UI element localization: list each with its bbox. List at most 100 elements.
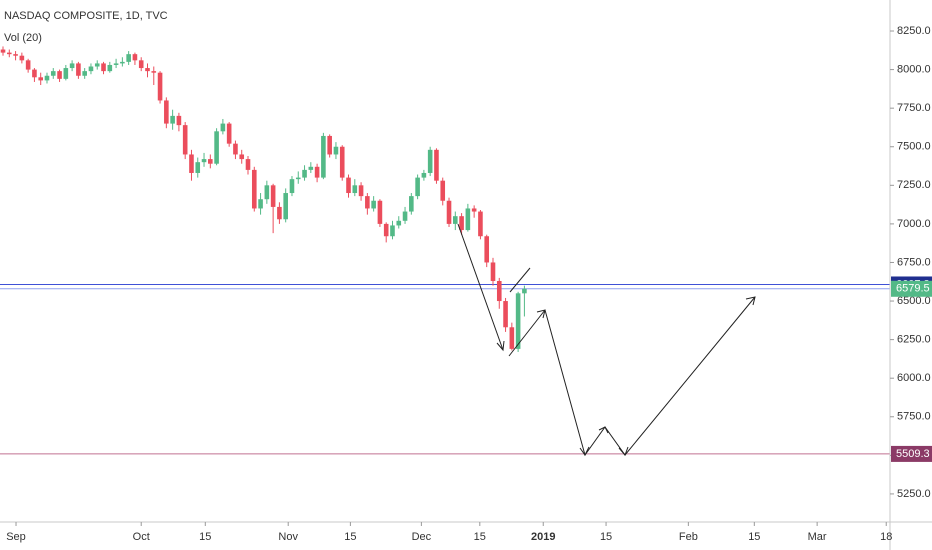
- y-tick-label: 5250.0: [897, 488, 931, 500]
- arrow-head: [496, 340, 505, 352]
- candle-body: [427, 149, 433, 173]
- candle-body: [32, 69, 37, 78]
- candle-body: [333, 146, 339, 155]
- candle-body: [415, 177, 420, 197]
- candle-body: [182, 125, 188, 155]
- candle-body: [138, 60, 144, 69]
- candle-body: [201, 159, 207, 163]
- candle-body: [321, 135, 326, 178]
- x-tick-label: Oct: [133, 531, 150, 543]
- candle-body: [302, 169, 307, 178]
- candle-body: [409, 196, 414, 212]
- candle-body: [19, 55, 25, 61]
- candle-body: [440, 180, 446, 201]
- trend-arrow: [508, 309, 546, 357]
- candle-body: [277, 206, 282, 220]
- x-tick-label: Sep: [6, 531, 26, 543]
- chart-title: NASDAQ COMPOSITE, 1D, TVC: [4, 10, 168, 22]
- indicator-label: Vol (20): [4, 32, 42, 44]
- y-tick-label: 7750.0: [897, 102, 931, 114]
- candle-body: [365, 196, 370, 209]
- candle-body: [226, 123, 232, 144]
- candle-body: [63, 68, 69, 79]
- x-tick-label: Feb: [679, 531, 698, 543]
- candle-body: [145, 68, 150, 72]
- trend-arrow: [457, 223, 504, 351]
- y-tick-label: 6750.0: [897, 256, 931, 268]
- candle-body: [157, 72, 163, 101]
- y-tick-label: 6500.0: [897, 295, 931, 307]
- candle-body: [289, 179, 295, 194]
- candle-body: [151, 71, 157, 73]
- candle-body: [496, 280, 502, 302]
- candle-body: [465, 208, 471, 231]
- candle-body: [352, 185, 358, 194]
- candle-body: [50, 71, 56, 76]
- arrow-head: [745, 296, 756, 306]
- candle-body: [346, 177, 351, 194]
- candle-body: [446, 200, 452, 224]
- candle-body: [44, 75, 50, 81]
- y-tick-label: 8000.0: [897, 63, 931, 75]
- candle-body: [214, 131, 219, 164]
- candle-body: [57, 71, 62, 79]
- candle-body: [120, 61, 125, 64]
- candle-body: [189, 154, 194, 173]
- candle-body: [195, 162, 201, 173]
- price-label-box: [891, 445, 932, 462]
- candle-body: [270, 185, 276, 207]
- candle-body: [308, 166, 314, 170]
- candle-body: [459, 216, 464, 231]
- candle-body: [107, 64, 113, 72]
- candle-body: [82, 71, 87, 76]
- candle-body: [220, 123, 226, 132]
- candle-body: [522, 288, 527, 294]
- x-tick-label: 15: [344, 531, 356, 543]
- candle-body: [490, 262, 496, 281]
- price-label-box: [891, 280, 932, 297]
- candle-body: [453, 216, 458, 224]
- x-tick-label: Dec: [412, 531, 432, 543]
- candle-body: [239, 154, 245, 160]
- y-tick-label: 7250.0: [897, 179, 931, 191]
- candle-body: [377, 200, 383, 224]
- candle-body: [0, 49, 6, 53]
- candle-body: [396, 220, 402, 226]
- candle-body: [402, 211, 408, 221]
- x-tick-label: 15: [474, 531, 486, 543]
- arrow-head: [618, 446, 629, 456]
- trend-line: [509, 267, 531, 293]
- candle-body: [358, 185, 364, 197]
- x-tick-label: Nov: [278, 531, 298, 543]
- drawings: [457, 223, 756, 457]
- candle-body: [164, 100, 169, 124]
- candle-body: [126, 54, 131, 62]
- candle-body: [515, 293, 521, 349]
- candle-body: [208, 159, 213, 164]
- candle-body: [69, 63, 75, 69]
- candle-body: [101, 63, 106, 72]
- y-tick-label: 5750.0: [897, 411, 931, 423]
- candle-body: [503, 301, 508, 328]
- candle-body: [295, 177, 301, 180]
- candle-body: [132, 54, 138, 61]
- candle-body: [390, 225, 395, 237]
- x-tick-label: 15: [600, 531, 612, 543]
- x-tick-label: 18: [880, 531, 892, 543]
- y-tick-label: 6000.0: [897, 372, 931, 384]
- price-label: 6579.5: [896, 283, 930, 295]
- candle-body: [471, 208, 477, 212]
- candle-body: [283, 193, 288, 220]
- y-tick-label: 6250.0: [897, 334, 931, 346]
- candle-body: [421, 172, 427, 178]
- candle-body: [327, 135, 332, 155]
- candle-body: [314, 166, 320, 178]
- x-tick-label: 15: [199, 531, 211, 543]
- candle-body: [258, 199, 263, 209]
- candle-body: [6, 52, 12, 55]
- candle-body: [176, 115, 182, 126]
- price-label: 5509.3: [896, 448, 930, 460]
